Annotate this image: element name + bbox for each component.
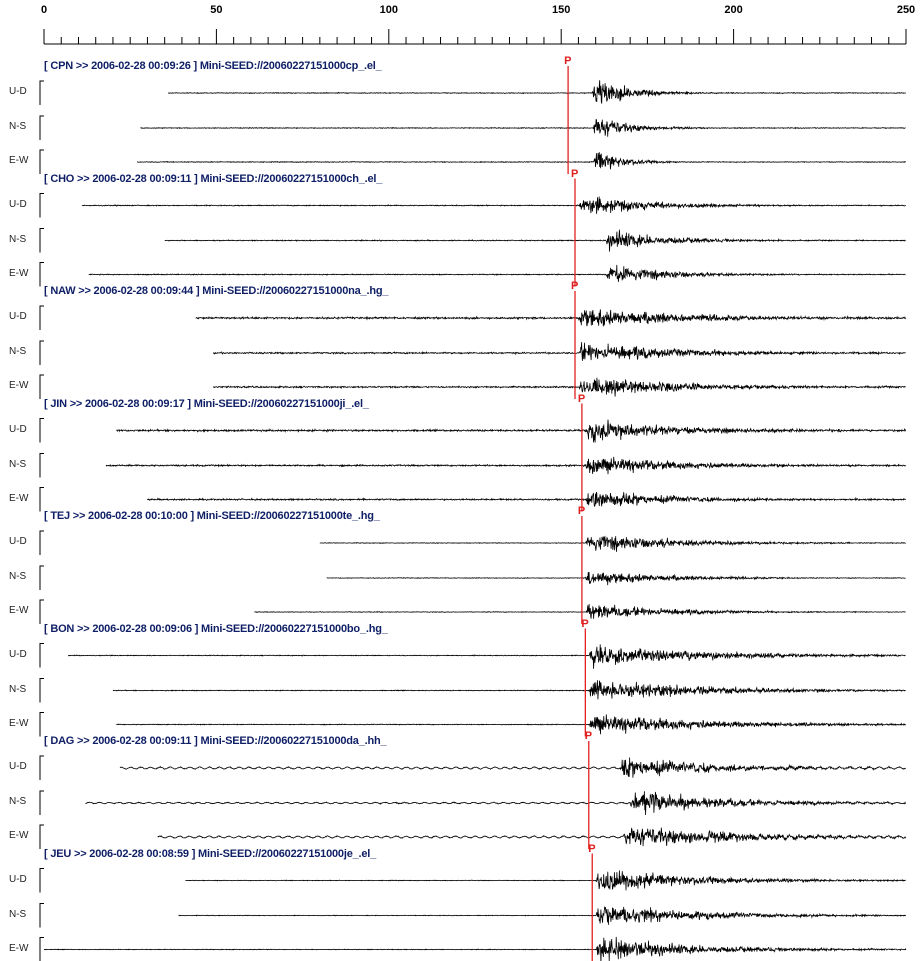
trace-bracket [40,375,44,399]
waveform-trace [254,604,905,619]
waveform-trace [327,572,906,585]
waveform-trace [82,197,906,214]
trace-bracket [40,229,44,253]
station-block [40,404,906,512]
waveform-trace [179,907,906,925]
trace-bracket [40,488,44,512]
trace-bracket [40,116,44,140]
waveform-trace [44,937,906,961]
trace-bracket [40,713,44,737]
trace-bracket [40,791,44,815]
waveform-trace [168,80,906,103]
trace-bracket [40,566,44,590]
waveform-trace [320,536,906,552]
station-block [40,629,906,737]
station-block [40,66,906,174]
trace-bracket [40,938,44,961]
trace-bracket [40,904,44,928]
trace-bracket [40,419,44,443]
trace-bracket [40,194,44,218]
trace-bracket [40,644,44,668]
waveform-trace [113,680,906,699]
waveform-trace [85,791,906,815]
station-block [40,854,906,961]
waveform-trace [106,457,906,474]
waveform-trace [141,119,906,137]
trace-bracket [40,263,44,287]
waveform-trace [213,342,906,361]
waveform-trace [147,492,906,506]
station-block [40,741,906,849]
trace-bracket [40,341,44,365]
trace-bracket [40,679,44,703]
trace-bracket [40,150,44,174]
waveform-trace [116,420,906,443]
trace-bracket [40,600,44,624]
trace-bracket [40,81,44,105]
waveform-trace [116,714,906,734]
waveform-trace [89,265,906,282]
trace-bracket [40,825,44,849]
trace-bracket [40,306,44,330]
waveform-trace [185,870,905,890]
trace-bracket [40,454,44,478]
station-block [40,516,906,624]
trace-bracket [40,756,44,780]
trace-bracket [40,869,44,893]
trace-bracket [40,531,44,555]
waveform-trace [68,644,906,669]
waveform-trace [196,309,906,326]
station-block [40,291,906,399]
waveform-trace [137,152,906,169]
station-block [40,179,906,287]
waveform-trace [158,828,906,847]
waveform-trace [120,758,906,778]
waveform-trace [165,230,906,252]
waveform-trace [213,378,906,397]
